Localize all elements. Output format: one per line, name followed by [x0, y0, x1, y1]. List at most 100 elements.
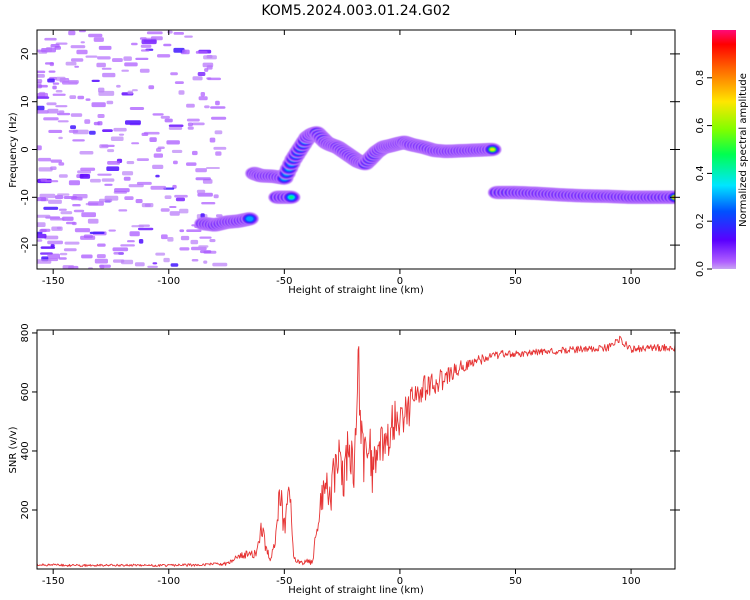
spectrogram-noise-cell [139, 68, 150, 73]
spectrogram-x-tick-label: -50 [276, 276, 292, 287]
spectrogram-noise-cell [65, 61, 77, 66]
spectrogram-noise-cell [48, 70, 56, 73]
spectrogram-noise-cell [99, 198, 113, 203]
spectrogram-noise-cell [195, 168, 207, 173]
snr-y-tick-label: 400 [20, 441, 31, 460]
snr-background [37, 330, 675, 569]
spectrogram-noise-cell [179, 229, 185, 233]
spectrogram-noise-cell [85, 98, 91, 101]
spectrogram-noise-cell [68, 30, 76, 36]
spectrogram-noise-cell [108, 229, 116, 232]
spectrogram-noise-cell [44, 235, 59, 240]
spectrogram-noise-cell [58, 162, 65, 166]
spectrogram-noise-cell [37, 222, 46, 227]
spectrogram-noise-cell [116, 84, 121, 88]
spectrogram-noise-cell [192, 150, 198, 156]
spectrogram-noise-cell [58, 110, 65, 114]
spectrogram-noise-cell [167, 30, 173, 34]
spectrogram-noise-cell [197, 192, 213, 197]
spectrogram-noise-cell [135, 199, 143, 204]
spectrogram-noise-cell [37, 70, 46, 74]
spectrogram-noise-cell [97, 114, 105, 118]
spectrogram-noise-cell [152, 262, 158, 265]
spectrogram-noise-cell [173, 160, 178, 165]
spectrogram-noise-cell [37, 79, 43, 83]
spectrogram-noise-cell [97, 173, 112, 176]
snr-series-line [37, 335, 675, 568]
spectrogram-noise-cell [50, 166, 57, 170]
spectrogram-noise-cell [97, 121, 103, 126]
spectrogram-x-ticks: -150 -100 -50 0 50 100 [42, 30, 641, 287]
spectrogram-noise-cell [122, 171, 134, 176]
spectrogram-noise-cell [77, 95, 85, 100]
spectrogram-noise-cell [84, 119, 91, 124]
spectrogram-noise-cell [47, 240, 63, 245]
spectrogram-noise-cell [164, 195, 172, 199]
spectrogram-noise-cell [138, 227, 154, 231]
spectrogram-noise-cell [163, 257, 170, 263]
spectrogram-noise-cell [72, 139, 85, 142]
colorbar-tick-label: 0.8 [695, 70, 706, 86]
spectrogram-noise-cell [57, 120, 69, 123]
spectrogram-y-tick-label: 10 [20, 95, 31, 108]
spectrogram-noise-cell [168, 126, 183, 130]
colorbar-tick-label: 0.6 [695, 118, 706, 134]
spectrogram-noise-cell [39, 193, 56, 199]
spectrogram-noise-cell [106, 100, 114, 105]
spectrogram-y-tick-label: -20 [20, 237, 31, 253]
spectrogram-noise-cell [182, 49, 187, 54]
spectrogram-noise-cell [195, 177, 211, 181]
spectrogram-noise-cell [192, 76, 203, 81]
spectrogram-noise-cell [71, 221, 77, 226]
spectrogram-noise-cell [138, 239, 144, 244]
spectrogram-noise-cell [37, 233, 47, 239]
spectrogram-noise-cell [123, 176, 131, 181]
spectrogram-noise-cell [58, 208, 67, 211]
spectrogram-noise-cell [114, 188, 130, 193]
spectrogram-noise-cell [206, 167, 220, 169]
colorbar-ticks: 0.0 0.2 0.4 0.6 0.8 [695, 70, 712, 277]
snr-x-axis-label: Height of straight line (km) [288, 585, 424, 596]
spectrogram-noise-cell [153, 153, 163, 158]
spectrogram-noise-cell [127, 240, 135, 243]
spectrogram-noise-cell [85, 55, 98, 58]
spectrogram-noise-cell [37, 197, 47, 202]
snr-y-tick-label: 200 [20, 500, 31, 519]
spectrogram-noise-cell [132, 89, 138, 92]
spectrogram-noise-cell [90, 178, 101, 183]
spectrogram-ridge-layer [194, 126, 675, 232]
spectrogram-noise-cell [155, 174, 160, 178]
spectrogram-noise-cell [213, 194, 219, 199]
spectrogram-noise-cell [210, 106, 226, 109]
spectrogram-noise-cell [179, 247, 190, 251]
spectrogram-noise-cell [38, 157, 52, 162]
spectrogram-noise-cell [136, 158, 149, 161]
spectrogram-noise-cell [204, 105, 210, 109]
spectrogram-noise-cell [38, 167, 53, 172]
spectrogram-noise-cell [149, 137, 157, 142]
spectrogram-noise-cell [107, 161, 120, 165]
spectrogram-noise-cell [40, 246, 56, 249]
spectrogram-noise-cell [175, 197, 185, 202]
spectrogram-noise-cell [106, 166, 120, 171]
spectrogram-noise-cell [160, 115, 170, 119]
spectrogram-noise-cell [43, 206, 59, 210]
spectrogram-noise-cell [131, 142, 140, 145]
spectrogram-noise-cell [89, 231, 105, 234]
spectrogram-noise-cell [125, 120, 141, 125]
spectrogram-noise-cell [48, 129, 63, 133]
spectrogram-x-tick-label: -150 [42, 276, 65, 287]
spectrogram-noise-cell [191, 259, 199, 262]
spectrogram-noise-cell [45, 47, 52, 53]
spectrogram-noise-cell [107, 149, 115, 153]
spectrogram-noise-cell [202, 62, 214, 68]
spectrogram-noise-cell [91, 102, 106, 108]
spectrogram-noise-cell [63, 248, 77, 252]
colorbar-gradient [712, 30, 736, 269]
spectrogram-noise-cell [40, 178, 47, 182]
colorbar-tick-label: 0.0 [695, 261, 706, 277]
spectrogram-noise-cell [124, 62, 138, 67]
spectrogram-noise-cell [186, 118, 200, 122]
spectrogram-noise-cell [57, 112, 71, 116]
